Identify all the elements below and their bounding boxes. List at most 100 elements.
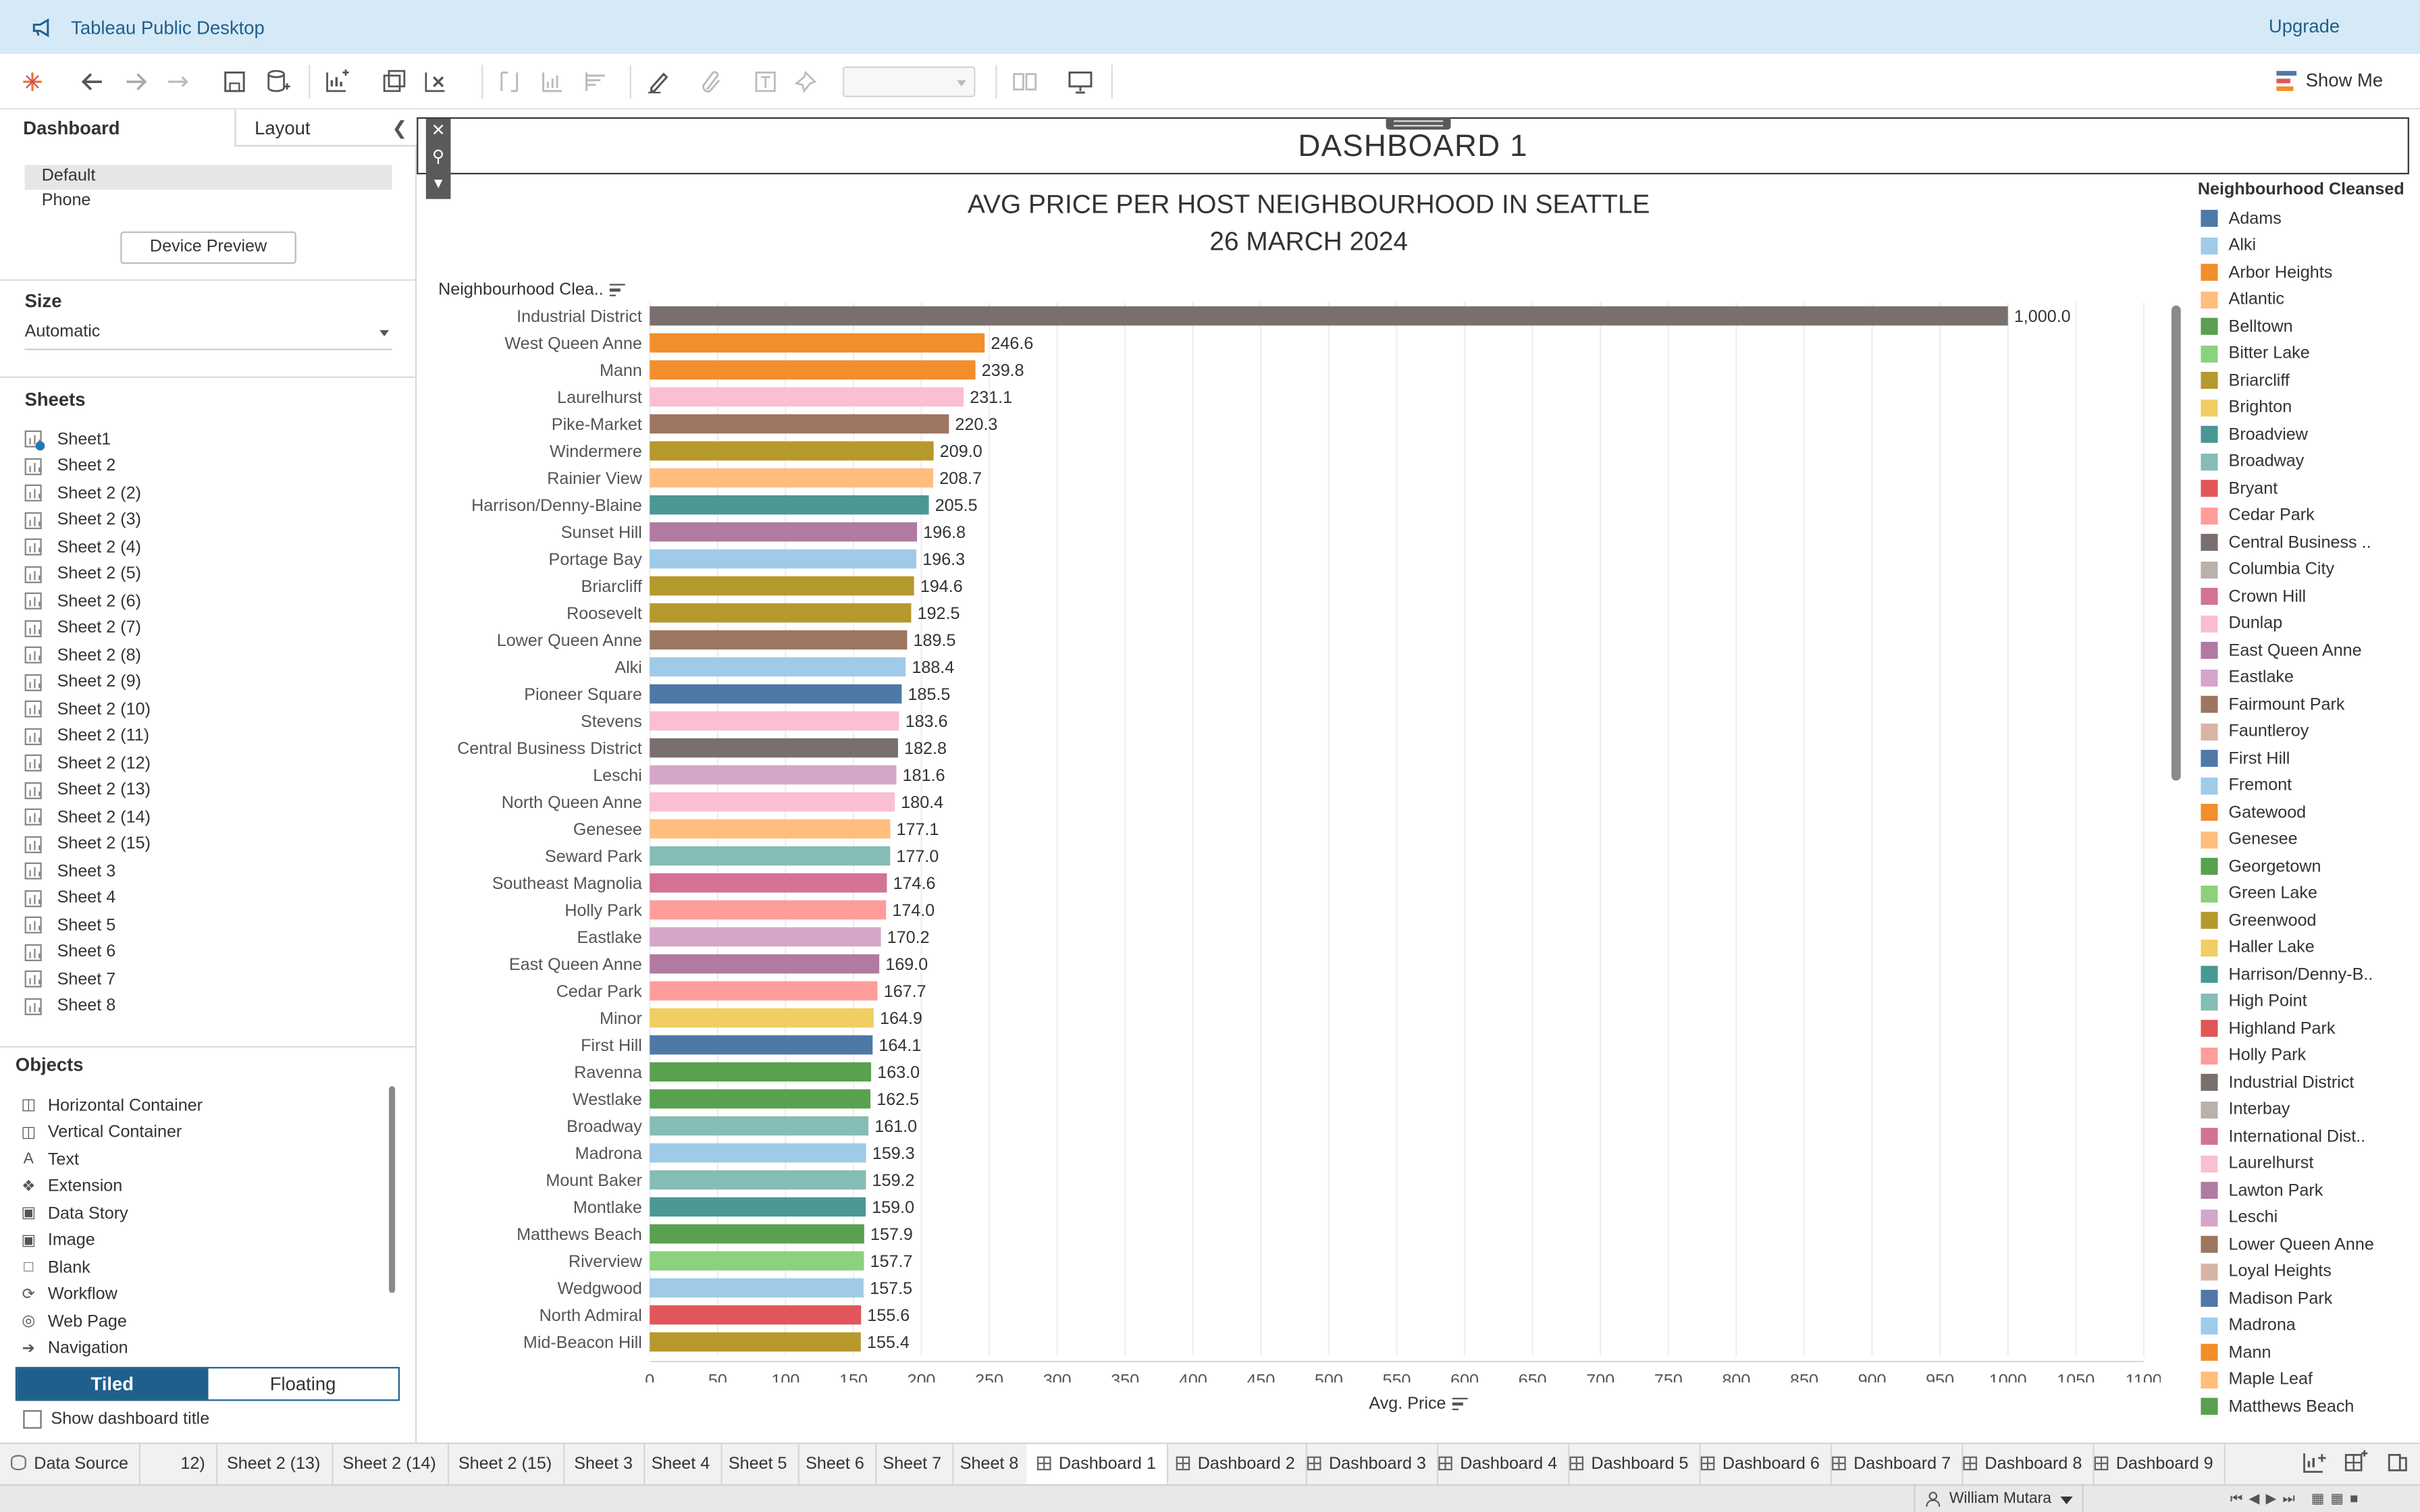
pin-icon[interactable]: ⚲: [431, 148, 445, 167]
tab-dashboard-sheet[interactable]: Dashboard 9: [2084, 1444, 2226, 1486]
sheet-list-item[interactable]: Sheet 2: [24, 453, 396, 480]
sheet-list-item[interactable]: Sheet 2 (12): [24, 750, 396, 777]
fit-dropdown[interactable]: [842, 66, 976, 97]
legend-item[interactable]: Fremont: [2198, 772, 2420, 799]
sheet-list-item[interactable]: Sheet 2 (10): [24, 696, 396, 723]
bar[interactable]: [650, 603, 912, 623]
sort-ascending-icon[interactable]: [537, 66, 568, 97]
group-members-icon[interactable]: [696, 66, 727, 97]
new-worksheet-icon[interactable]: [321, 66, 352, 97]
object-item[interactable]: ◎ Web Page: [20, 1308, 391, 1335]
object-item[interactable]: ➔ Navigation: [20, 1335, 391, 1362]
legend-item[interactable]: Eastlake: [2198, 664, 2420, 691]
bar[interactable]: [650, 441, 934, 461]
legend-item[interactable]: Fairmount Park: [2198, 691, 2420, 718]
save-icon[interactable]: [219, 66, 251, 97]
tableau-logo-icon[interactable]: [17, 66, 48, 97]
bar[interactable]: [650, 819, 891, 839]
remove-icon[interactable]: ✕: [431, 122, 446, 140]
bar[interactable]: [650, 846, 891, 866]
clear-sheet-icon[interactable]: [420, 66, 451, 97]
tab-worksheet[interactable]: Sheet 6: [795, 1444, 877, 1486]
sheet-list-item[interactable]: Sheet 4: [24, 885, 396, 912]
bar[interactable]: [650, 657, 906, 677]
tab-worksheet[interactable]: Sheet 8: [949, 1444, 1031, 1486]
sheet-list-item[interactable]: Sheet 2 (11): [24, 723, 396, 750]
legend-item[interactable]: Loyal Heights: [2198, 1258, 2420, 1285]
legend-item[interactable]: Belltown: [2198, 313, 2420, 340]
tab-worksheet[interactable]: Sheet 2 (15): [448, 1444, 564, 1486]
tab-worksheet[interactable]: Sheet 2 (14): [332, 1444, 449, 1486]
floating-button[interactable]: Floating: [207, 1368, 398, 1400]
legend-item[interactable]: Interbay: [2198, 1096, 2420, 1123]
bar[interactable]: [650, 1089, 871, 1109]
bar[interactable]: [650, 765, 897, 785]
bar[interactable]: [650, 630, 908, 650]
highlight-icon[interactable]: [642, 66, 673, 97]
legend-item[interactable]: Adams: [2198, 205, 2420, 232]
bar[interactable]: [650, 387, 964, 407]
bar[interactable]: [650, 495, 929, 515]
sheet-list-item[interactable]: Sheet 2 (14): [24, 804, 396, 831]
legend-item[interactable]: Harrison/Denny-B..: [2198, 961, 2420, 988]
legend-item[interactable]: Alki: [2198, 232, 2420, 259]
sort-icon[interactable]: [609, 283, 625, 297]
bar[interactable]: [650, 738, 898, 758]
bar[interactable]: [650, 522, 918, 542]
bar[interactable]: [650, 576, 914, 596]
object-item[interactable]: ◫ Vertical Container: [20, 1119, 391, 1146]
device-preview-button[interactable]: Device Preview: [120, 231, 296, 264]
legend-item[interactable]: Atlantic: [2198, 286, 2420, 313]
bar[interactable]: [650, 1278, 864, 1298]
object-item[interactable]: ⟳ Workflow: [20, 1281, 391, 1308]
sheet-list-item[interactable]: Sheet 5: [24, 912, 396, 939]
sheet-list-item[interactable]: Sheet 2 (5): [24, 561, 396, 588]
object-item[interactable]: □ Blank: [20, 1254, 391, 1281]
bar[interactable]: [650, 306, 2008, 326]
object-item[interactable]: ▣ Image: [20, 1227, 391, 1254]
objects-scrollbar[interactable]: [388, 1086, 396, 1293]
bar[interactable]: [650, 333, 985, 353]
tab-dashboard-sheet[interactable]: Dashboard 7: [1821, 1444, 1964, 1486]
tab-data-source[interactable]: Data Source: [0, 1444, 141, 1486]
legend-item[interactable]: Lawton Park: [2198, 1177, 2420, 1204]
sheet-list-item[interactable]: Sheet 2 (8): [24, 642, 396, 669]
legend-item[interactable]: Green Lake: [2198, 880, 2420, 907]
show-hide-cards-icon[interactable]: [1009, 66, 1041, 97]
object-item[interactable]: A Text: [20, 1146, 391, 1173]
device-default[interactable]: Default: [24, 165, 392, 190]
legend-item[interactable]: Bryant: [2198, 475, 2420, 502]
bar[interactable]: [650, 1143, 866, 1163]
bar[interactable]: [650, 684, 902, 704]
legend-item[interactable]: Haller Lake: [2198, 934, 2420, 961]
bar[interactable]: [650, 1305, 862, 1325]
legend-item[interactable]: Bitter Lake: [2198, 340, 2420, 367]
sheet-list-item[interactable]: Sheet 8: [24, 993, 396, 1020]
legend-item[interactable]: Greenwood: [2198, 907, 2420, 934]
user-menu[interactable]: William Mutara: [1914, 1486, 2084, 1512]
legend-item[interactable]: Lower Queen Anne: [2198, 1231, 2420, 1258]
legend-item[interactable]: Broadway: [2198, 448, 2420, 475]
sheet-list-item[interactable]: Sheet 7: [24, 966, 396, 993]
legend-item[interactable]: East Queen Anne: [2198, 637, 2420, 664]
sheet-list-item[interactable]: Sheet 2 (15): [24, 831, 396, 858]
tiled-button[interactable]: Tiled: [17, 1368, 208, 1400]
legend-item[interactable]: Industrial District: [2198, 1069, 2420, 1096]
legend-item[interactable]: Georgetown: [2198, 853, 2420, 880]
bar[interactable]: [650, 873, 887, 893]
legend-item[interactable]: Laurelhurst: [2198, 1150, 2420, 1177]
undo-icon[interactable]: [77, 66, 108, 97]
bar[interactable]: [650, 1035, 873, 1055]
legend-item[interactable]: Maple Leaf: [2198, 1366, 2420, 1393]
sheet-navigation[interactable]: ⏮◀▶⏭ ▦▦■: [2230, 1490, 2365, 1506]
bar[interactable]: [650, 927, 881, 947]
legend-item[interactable]: Columbia City: [2198, 556, 2420, 583]
bar[interactable]: [650, 1332, 861, 1352]
legend-item[interactable]: International Dist..: [2198, 1123, 2420, 1150]
new-dashboard-tab-icon[interactable]: [2340, 1447, 2371, 1478]
sheet-list-item[interactable]: Sheet 2 (3): [24, 507, 396, 534]
legend-item[interactable]: Cedar Park: [2198, 502, 2420, 529]
tab-dashboard[interactable]: Dashboard: [0, 109, 235, 147]
legend-item[interactable]: Broadview: [2198, 421, 2420, 448]
bar[interactable]: [650, 360, 976, 380]
